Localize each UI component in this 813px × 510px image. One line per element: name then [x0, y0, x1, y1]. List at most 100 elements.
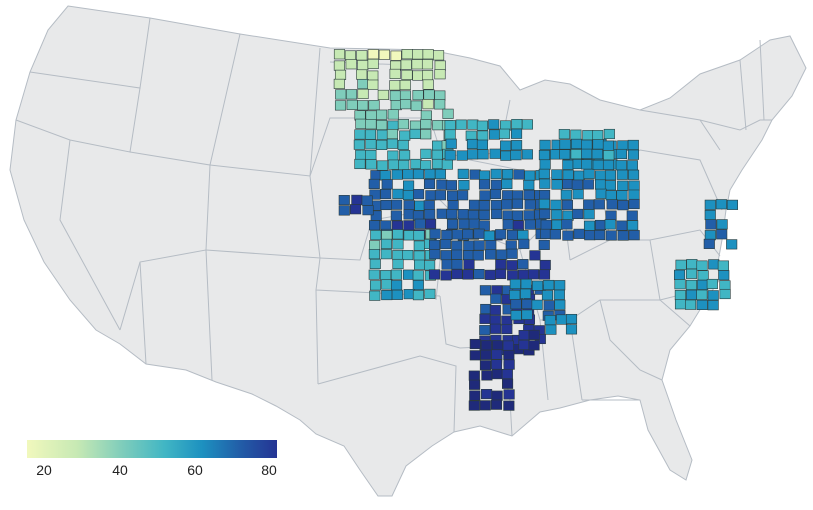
- county-cell: [472, 250, 484, 261]
- county-cell: [397, 119, 409, 130]
- county-cell: [726, 199, 739, 210]
- county-cell: [356, 69, 368, 80]
- county-cell: [531, 280, 544, 291]
- county-cell: [559, 139, 571, 150]
- county-cell: [715, 199, 727, 210]
- county-cell: [554, 299, 566, 310]
- county-cell: [543, 300, 555, 311]
- county-cell: [388, 159, 400, 170]
- county-cell: [521, 298, 533, 310]
- color-legend: 20 40 60 80: [27, 440, 277, 480]
- county-cell: [528, 329, 540, 340]
- county-cell: [704, 209, 716, 221]
- county-cell: [398, 159, 410, 171]
- county-cell: [368, 269, 380, 280]
- county-cell: [354, 110, 366, 121]
- county-cell: [467, 149, 479, 160]
- county-cell: [606, 199, 618, 210]
- county-cell: [338, 195, 350, 206]
- county-cell: [386, 138, 398, 149]
- county-cell: [502, 378, 514, 389]
- county-cell: [423, 200, 435, 211]
- county-cell: [355, 118, 367, 129]
- county-cell: [420, 119, 432, 130]
- county-cell: [381, 179, 393, 190]
- county-cell: [436, 208, 448, 219]
- county-cell: [582, 130, 594, 141]
- county-cell: [716, 219, 728, 230]
- county-cell: [490, 293, 502, 304]
- county-cell: [491, 208, 503, 220]
- county-cell: [561, 199, 573, 210]
- county-cell: [402, 249, 414, 261]
- county-cell: [362, 205, 374, 216]
- county-cell: [602, 140, 614, 151]
- county-cell: [403, 289, 415, 300]
- county-cell: [381, 279, 393, 290]
- county-cell: [434, 169, 446, 180]
- county-cell: [538, 239, 550, 250]
- county-cell: [521, 309, 533, 320]
- county-cell: [595, 188, 607, 199]
- county-cell: [490, 359, 503, 370]
- county-cell: [333, 60, 345, 71]
- county-cell: [531, 299, 543, 310]
- county-cell: [379, 170, 391, 181]
- county-cell: [441, 159, 453, 170]
- county-cell: [492, 340, 504, 351]
- county-cell: [520, 288, 532, 299]
- county-cell: [377, 89, 389, 101]
- county-cell: [616, 190, 628, 201]
- county-cell: [425, 218, 437, 229]
- county-cell: [434, 90, 446, 101]
- county-cell: [491, 390, 503, 401]
- county-cell: [367, 79, 379, 90]
- county-cell: [489, 305, 501, 316]
- county-cell: [704, 199, 716, 210]
- county-cell: [424, 288, 436, 299]
- county-cell: [502, 169, 514, 180]
- county-cell: [602, 159, 615, 170]
- county-cell: [489, 315, 501, 326]
- county-cell: [673, 269, 686, 280]
- county-cell: [581, 159, 593, 170]
- county-cell: [490, 188, 502, 200]
- county-cell: [495, 229, 507, 240]
- county-cell: [432, 140, 444, 151]
- county-cell: [422, 49, 434, 60]
- county-cell: [551, 219, 563, 230]
- county-cell: [544, 315, 556, 326]
- county-cell: [451, 259, 463, 270]
- county-cell: [403, 200, 415, 211]
- county-cell: [506, 229, 519, 241]
- county-cell: [708, 259, 720, 270]
- county-cell: [726, 239, 738, 250]
- county-cell: [617, 200, 629, 211]
- county-cell: [570, 129, 582, 140]
- county-cell: [478, 209, 490, 221]
- county-cell: [468, 370, 480, 381]
- county-cell: [719, 288, 731, 300]
- county-cell: [616, 169, 628, 180]
- county-cell: [423, 89, 435, 100]
- county-cell: [446, 190, 459, 201]
- county-cell: [389, 80, 401, 91]
- county-cell: [367, 58, 379, 69]
- county-cell: [485, 249, 497, 260]
- county-cell: [477, 149, 489, 160]
- county-cell: [370, 230, 382, 241]
- county-cell: [481, 389, 493, 400]
- legend-tick-label: 60: [187, 462, 203, 478]
- county-cell: [429, 249, 441, 260]
- county-cell: [458, 218, 470, 229]
- county-cell: [466, 138, 479, 150]
- county-cell: [478, 170, 491, 181]
- county-cell: [441, 259, 453, 270]
- county-cell: [390, 269, 403, 280]
- county-cell: [411, 59, 423, 70]
- county-cell: [451, 229, 463, 240]
- county-cell: [518, 339, 530, 350]
- county-cell: [473, 240, 485, 251]
- county-cell: [468, 199, 481, 210]
- county-cell: [412, 169, 425, 180]
